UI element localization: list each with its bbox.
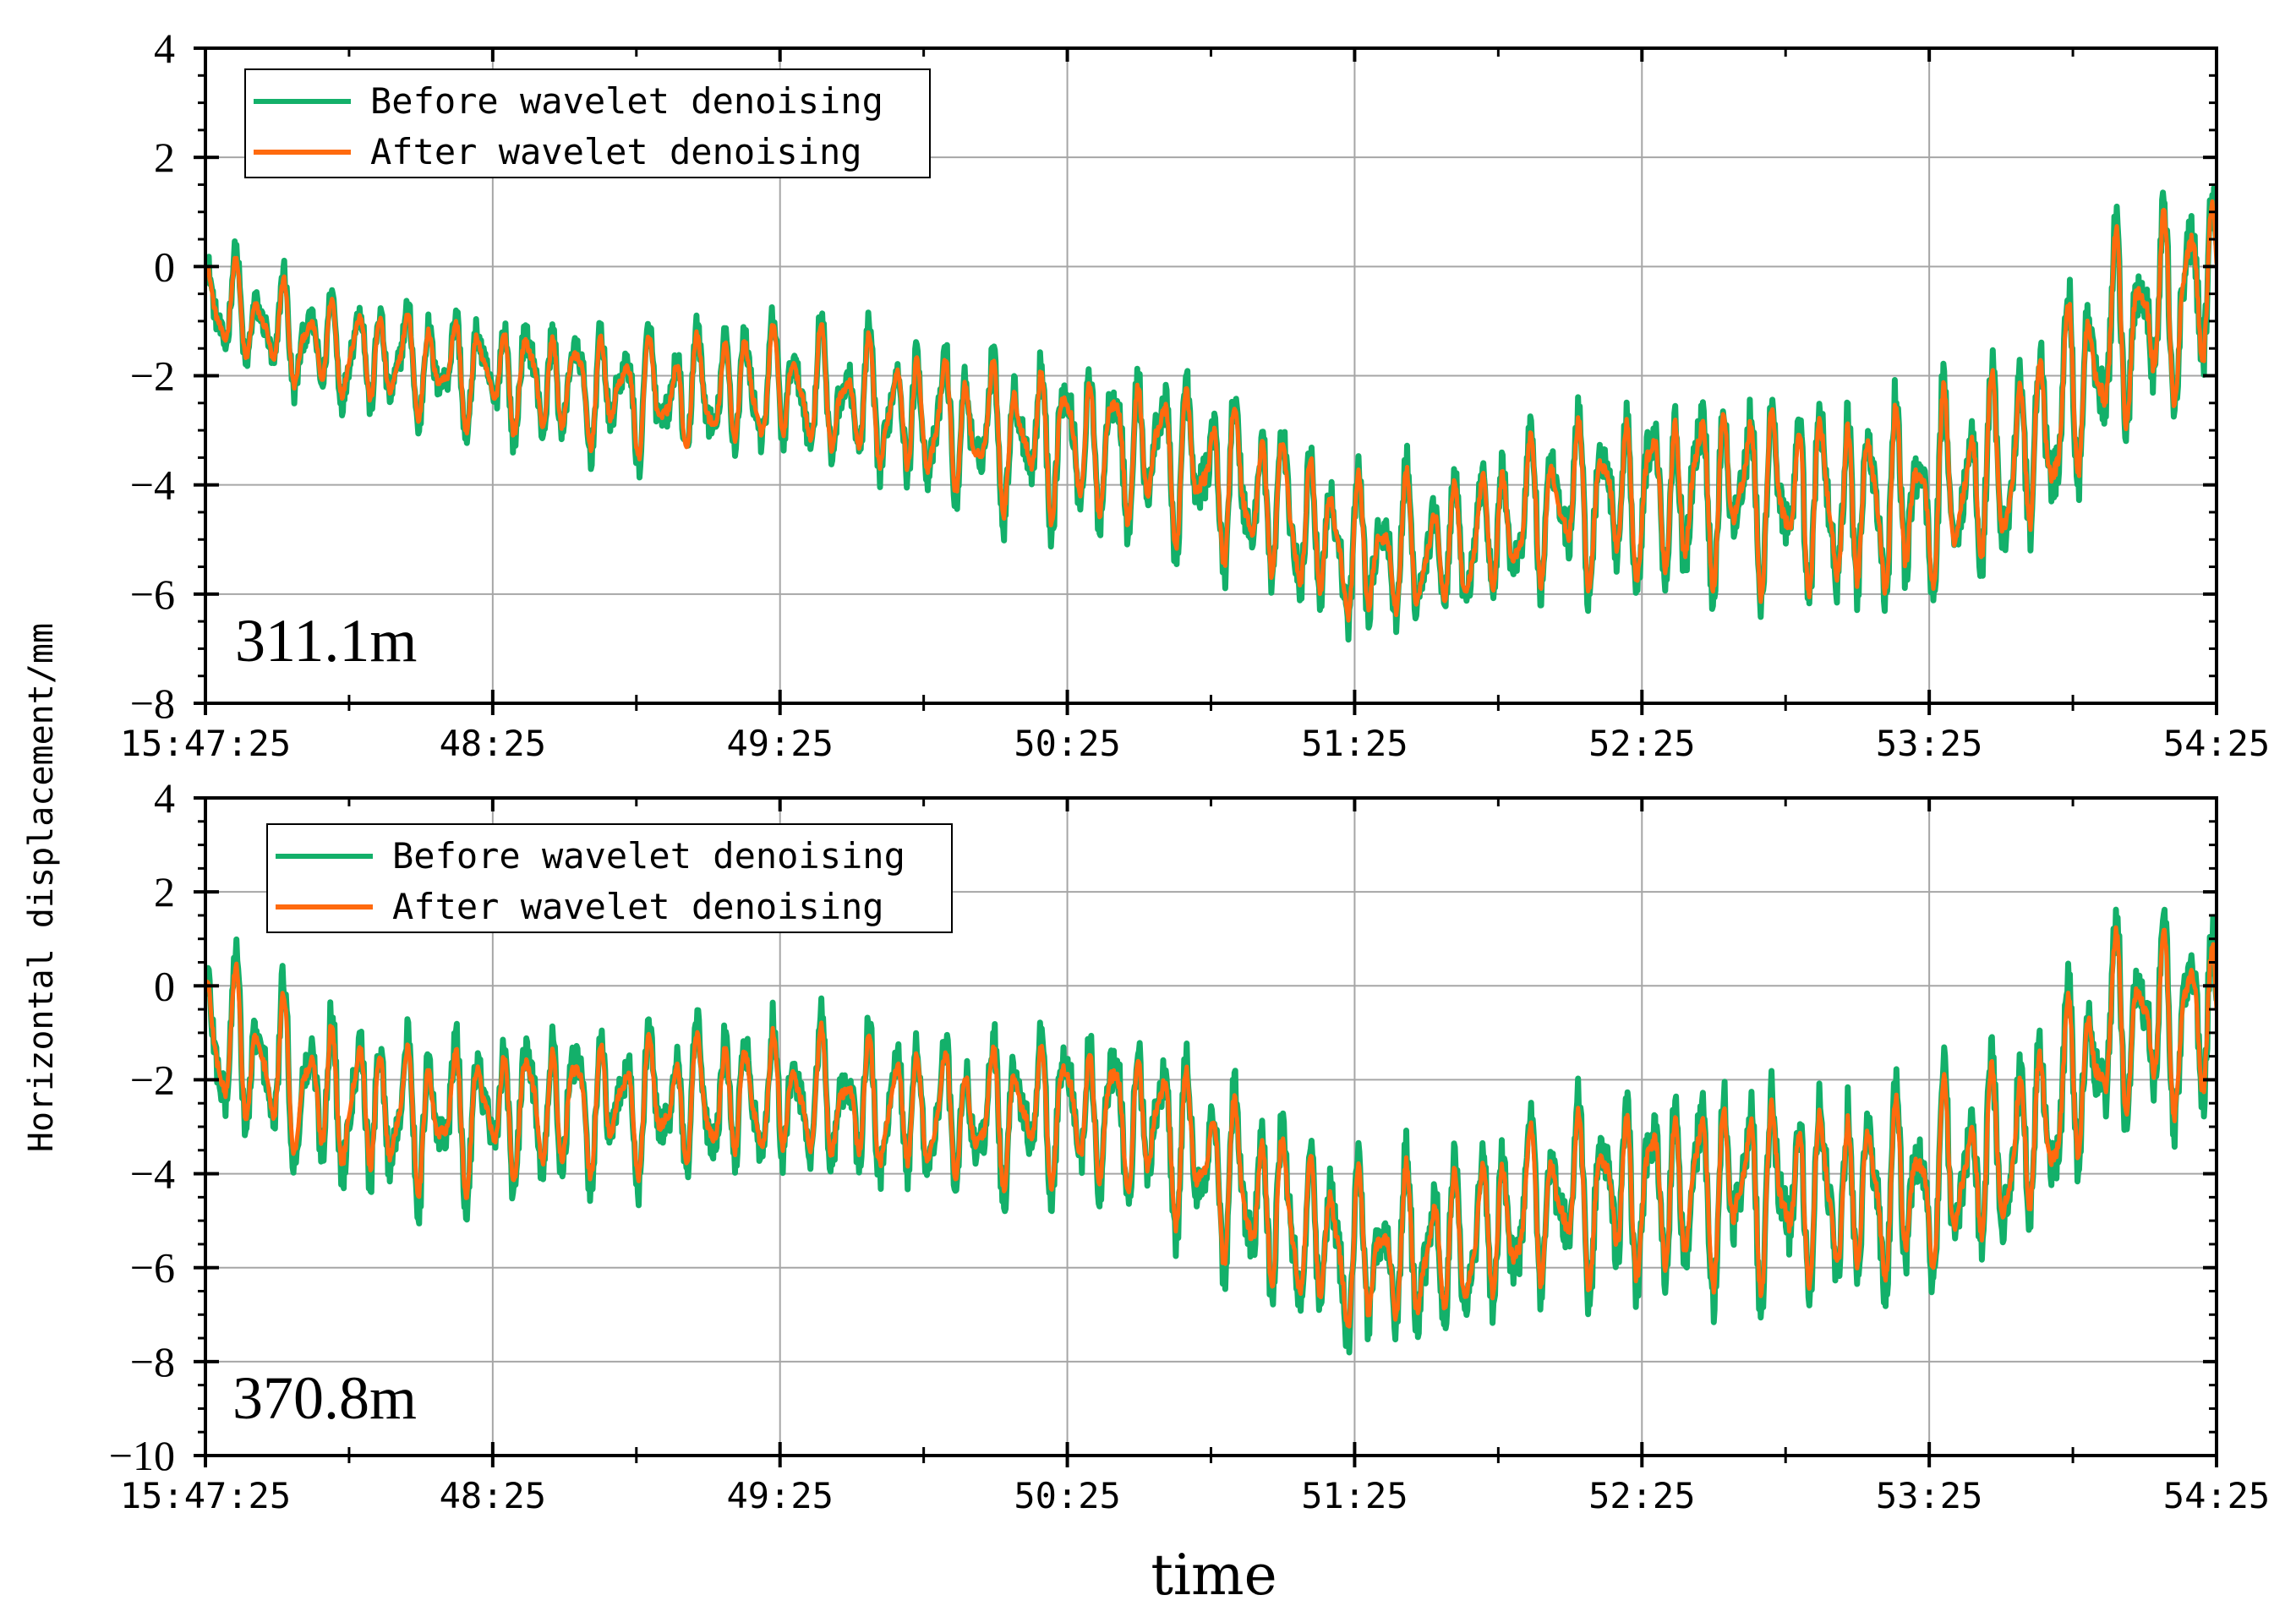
x-tick-label: 48:25 [440, 723, 546, 764]
legend-box [266, 823, 953, 933]
legend-label-before: Before wavelet denoising [392, 835, 905, 877]
y-tick-label: −6 [130, 571, 175, 618]
y-tick-label: −8 [130, 680, 175, 727]
y-tick-label: 4 [154, 774, 175, 822]
y-tick-label: −8 [130, 1338, 175, 1385]
x-tick-label: 51:25 [1301, 723, 1408, 764]
legend-label-after: After wavelet denoising [392, 886, 884, 927]
legend-box [244, 68, 931, 178]
x-tick-label: 54:25 [2163, 723, 2270, 764]
x-tick-label: 54:25 [2163, 1475, 2270, 1516]
x-tick-label: 50:25 [1014, 1475, 1120, 1516]
x-tick-label: 50:25 [1014, 723, 1120, 764]
legend-label-after: After wavelet denoising [370, 131, 862, 172]
series-group [205, 184, 2217, 643]
y-tick-label: −6 [130, 1244, 175, 1292]
chart-panel-top: 15:47:25 48:25 49:25 50:25 51:25 52:25 53:25 54… [120, 25, 2270, 764]
x-tick-label: 52:25 [1588, 723, 1695, 764]
y-tick-label: −2 [130, 1056, 175, 1103]
panel-label: 370.8m [232, 1364, 417, 1432]
y-tick-label: 0 [154, 962, 175, 1009]
legend-label-before: Before wavelet denoising [370, 80, 883, 122]
x-tick-label: 51:25 [1301, 1475, 1408, 1516]
series-after-denoising-line [205, 925, 2217, 1329]
y-tick-label: 2 [154, 868, 175, 915]
x-tick-label: 49:25 [726, 1475, 833, 1516]
x-tick-label: 53:25 [1876, 723, 1982, 764]
y-tick-label: −2 [130, 352, 175, 400]
x-tick-label: 52:25 [1588, 1475, 1695, 1516]
panel-label: 311.1m [235, 607, 417, 675]
series-after-denoising-line [205, 199, 2217, 623]
ticks [194, 46, 2218, 715]
ticks [194, 796, 2218, 1467]
y-axis-title: Horizontal displacement/mm [22, 623, 61, 1152]
y-tick-label: 4 [154, 25, 175, 72]
y-tick-label: −4 [130, 1150, 175, 1198]
y-tick-label: 0 [154, 243, 175, 290]
series-before-denoising-line [205, 184, 2217, 643]
y-tick-label: −4 [130, 462, 175, 509]
x-tick-label: 15:47:25 [120, 1475, 291, 1516]
x-tick-label: 48:25 [440, 1475, 546, 1516]
series-group [205, 906, 2217, 1356]
chart-panel-bottom: 15:47:25 48:25 49:25 50:25 51:25 52:25 53:25 54… [109, 774, 2270, 1516]
x-tick-label: 49:25 [726, 723, 833, 764]
x-axis-title: time [1151, 1543, 1276, 1608]
legend: Before wavelet denoising After wavelet de… [266, 823, 953, 933]
legend: Before wavelet denoising After wavelet de… [244, 68, 931, 178]
y-tick-label: −10 [109, 1432, 175, 1479]
x-tick-label: 53:25 [1876, 1475, 1982, 1516]
x-tick-label: 15:47:25 [120, 723, 291, 764]
y-tick-label: 2 [154, 134, 175, 181]
